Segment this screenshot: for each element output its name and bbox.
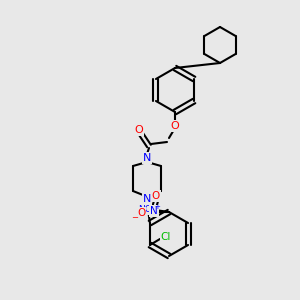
- Text: −: −: [131, 214, 139, 223]
- Text: Cl: Cl: [161, 232, 171, 242]
- Text: NO₂: NO₂: [138, 206, 156, 214]
- Text: O: O: [137, 208, 145, 218]
- Text: N: N: [150, 206, 158, 216]
- Text: +: +: [154, 204, 160, 210]
- Text: O: O: [152, 191, 160, 201]
- Text: N: N: [143, 153, 151, 163]
- Text: O: O: [171, 121, 179, 131]
- Text: N: N: [143, 194, 151, 204]
- Text: O: O: [135, 125, 143, 135]
